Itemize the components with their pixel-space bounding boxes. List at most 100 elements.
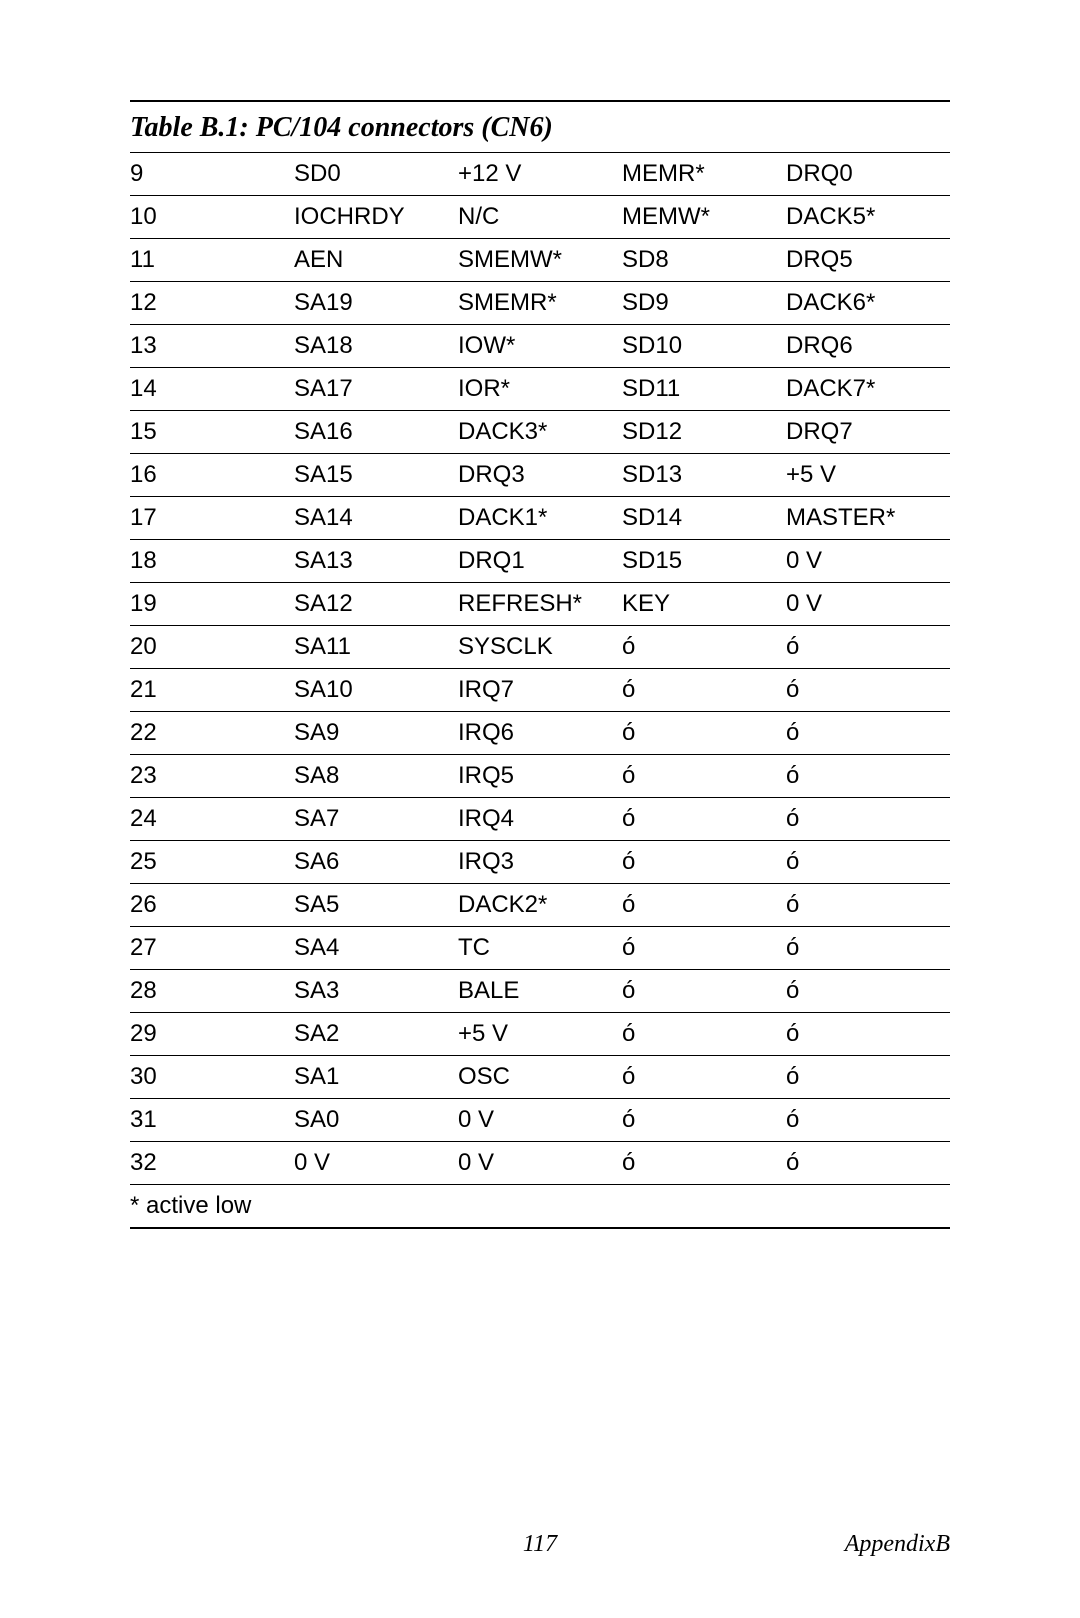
table-cell: SD8 [622,239,786,282]
table-row: 15SA16DACK3*SD12DRQ7 [130,411,950,454]
page-container: Table B.1: PC/104 connectors (CN6) 9SD0+… [0,0,1080,1229]
table-cell: ó [786,1013,950,1056]
table-cell: SA7 [294,798,458,841]
table-row: 19SA12REFRESH*KEY0 V [130,583,950,626]
table-cell: ó [786,1056,950,1099]
page-number: 117 [523,1531,557,1558]
table-cell: 0 V [294,1142,458,1185]
table-row: 320 V0 Vóó [130,1142,950,1185]
table-cell: ó [622,798,786,841]
table-cell: 0 V [458,1142,622,1185]
table-cell: SA8 [294,755,458,798]
table-cell: SA17 [294,368,458,411]
table-cell: ó [622,1142,786,1185]
table-cell: SMEMW* [458,239,622,282]
table-cell: 21 [130,669,294,712]
table-cell: 27 [130,927,294,970]
table-cell: 25 [130,841,294,884]
table-cell: SA12 [294,583,458,626]
table-cell: N/C [458,196,622,239]
table-cell: BALE [458,970,622,1013]
table-cell: ó [622,626,786,669]
table-row: 11AENSMEMW*SD8DRQ5 [130,239,950,282]
table-cell: DRQ5 [786,239,950,282]
table-row: 20SA11SYSCLKóó [130,626,950,669]
table-cell: 30 [130,1056,294,1099]
footnote-cell: * active low [130,1185,950,1229]
table-row: 13SA18IOW*SD10DRQ6 [130,325,950,368]
table-cell: SD9 [622,282,786,325]
table-cell: ó [622,669,786,712]
table-cell: 14 [130,368,294,411]
table-cell: KEY [622,583,786,626]
table-cell: IRQ7 [458,669,622,712]
table-cell: IRQ3 [458,841,622,884]
table-cell: 19 [130,583,294,626]
table-cell: ó [622,1013,786,1056]
table-row: 17SA14DACK1*SD14MASTER* [130,497,950,540]
table-cell: 24 [130,798,294,841]
table-cell: SD11 [622,368,786,411]
footnote-row: * active low [130,1185,950,1229]
table-title: Table B.1: PC/104 connectors (CN6) [130,100,950,153]
table-row: 16SA15DRQ3SD13+5 V [130,454,950,497]
table-cell: SD0 [294,153,458,196]
table-cell: SA9 [294,712,458,755]
table-cell: SA5 [294,884,458,927]
table-cell: SA15 [294,454,458,497]
table-cell: ó [786,841,950,884]
appendix-label: AppendixB [845,1531,950,1558]
table-cell: ó [786,884,950,927]
table-cell: SA10 [294,669,458,712]
table-row: 29SA2+5 Vóó [130,1013,950,1056]
table-cell: 16 [130,454,294,497]
table-cell: ó [786,669,950,712]
table-cell: SMEMR* [458,282,622,325]
table-row: 28SA3BALEóó [130,970,950,1013]
table-cell: ó [622,970,786,1013]
table-cell: SA14 [294,497,458,540]
table-cell: ó [622,884,786,927]
table-cell: DRQ7 [786,411,950,454]
table-cell: DACK3* [458,411,622,454]
table-cell: ó [786,798,950,841]
table-cell: ó [786,1142,950,1185]
table-cell: ó [622,927,786,970]
table-cell: ó [786,1099,950,1142]
table-row: 22SA9IRQ6óó [130,712,950,755]
table-cell: ó [786,755,950,798]
table-cell: 26 [130,884,294,927]
table-row: 12SA19SMEMR*SD9DACK6* [130,282,950,325]
table-cell: SD13 [622,454,786,497]
table-cell: IOCHRDY [294,196,458,239]
table-row: 23SA8IRQ5óó [130,755,950,798]
table-cell: DRQ3 [458,454,622,497]
table-row: 31SA00 Vóó [130,1099,950,1142]
table-cell: SD15 [622,540,786,583]
table-cell: 9 [130,153,294,196]
table-cell: DRQ1 [458,540,622,583]
table-cell: IRQ5 [458,755,622,798]
table-cell: 0 V [458,1099,622,1142]
table-row: 21SA10IRQ7óó [130,669,950,712]
table-cell: SD12 [622,411,786,454]
table-cell: SA0 [294,1099,458,1142]
table-cell: SA2 [294,1013,458,1056]
table-cell: DACK7* [786,368,950,411]
table-cell: SA18 [294,325,458,368]
table-cell: MASTER* [786,497,950,540]
table-cell: ó [622,755,786,798]
table-cell: DRQ6 [786,325,950,368]
table-cell: 28 [130,970,294,1013]
table-cell: 12 [130,282,294,325]
table-cell: IRQ4 [458,798,622,841]
table-row: 26SA5DACK2*óó [130,884,950,927]
table-cell: 10 [130,196,294,239]
table-cell: IOW* [458,325,622,368]
table-cell: IOR* [458,368,622,411]
table-row: 9SD0+12 VMEMR*DRQ0 [130,153,950,196]
table-cell: 18 [130,540,294,583]
page-footer: 117 AppendixB [0,1531,1080,1558]
table-cell: 0 V [786,583,950,626]
table-cell: 17 [130,497,294,540]
